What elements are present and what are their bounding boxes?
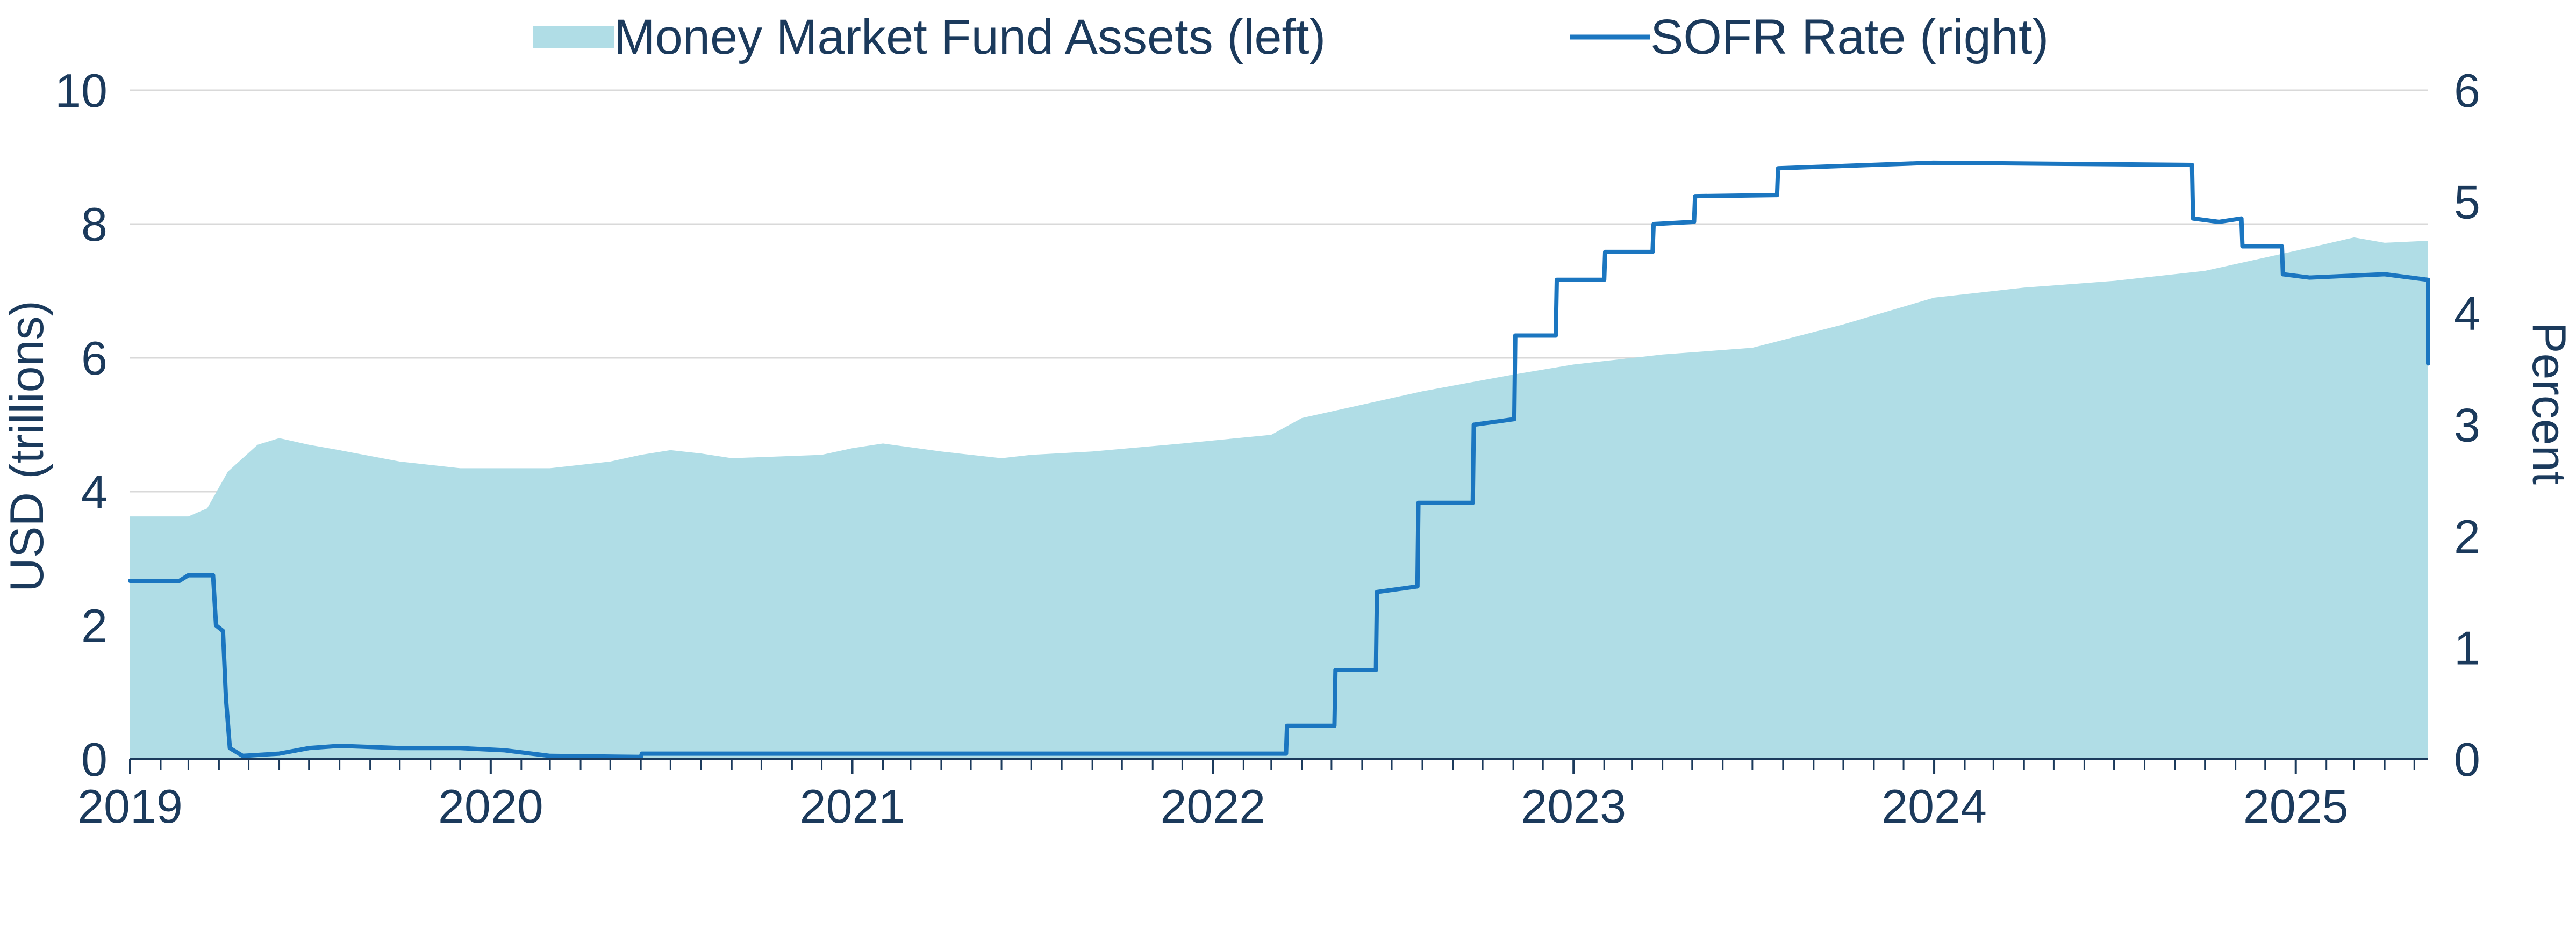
y-right-tick-label: 0 [2454,733,2480,786]
y-left-tick-label: 4 [81,465,108,518]
x-tick-label: 2019 [77,780,183,833]
sofr-rate-line [128,160,2430,759]
y-right-tick-label: 4 [2454,287,2480,340]
y-left-tick-label: 8 [81,198,108,251]
x-tick-label: 2020 [438,780,543,833]
y-right-tick-label: 2 [2454,510,2480,563]
sofr-line-layer [128,160,2430,759]
x-tick-label: 2023 [1521,780,1626,833]
money-market-fund-area-layer [130,237,2428,759]
chart-axes: 2019 2020 2021 2022 2023 2024 2025 0 2 4 6 8 10 0 1 2 3 4… [55,64,2480,833]
y-right-tick-label: 1 [2454,622,2480,675]
y-axis-right-title: Percent [2523,322,2576,485]
x-tick-label: 2024 [1881,780,1987,833]
y-right-tick-label: 5 [2454,176,2480,229]
x-tick-label: 2022 [1160,780,1265,833]
y-left-tick-label: 0 [81,733,108,786]
y-right-tick-label: 6 [2454,64,2480,117]
y-left-tick-label: 6 [81,332,108,385]
legend-label-money-market: Money Market Fund Assets (left) [614,10,1326,64]
x-tick-label: 2025 [2243,780,2349,833]
y-left-tick-label: 10 [55,64,108,117]
y-axis-left-title: USD (trillions) [0,300,53,592]
money-market-fund-area [130,237,2428,759]
legend-label-sofr: SOFR Rate (right) [1650,10,2049,64]
y-left-tick-label: 2 [81,599,108,652]
chart-legend: Money Market Fund Assets (left) SOFR Rate… [533,10,2049,64]
x-tick-label: 2021 [800,780,905,833]
y-right-tick-label: 3 [2454,399,2480,452]
legend-area-swatch [533,26,614,48]
